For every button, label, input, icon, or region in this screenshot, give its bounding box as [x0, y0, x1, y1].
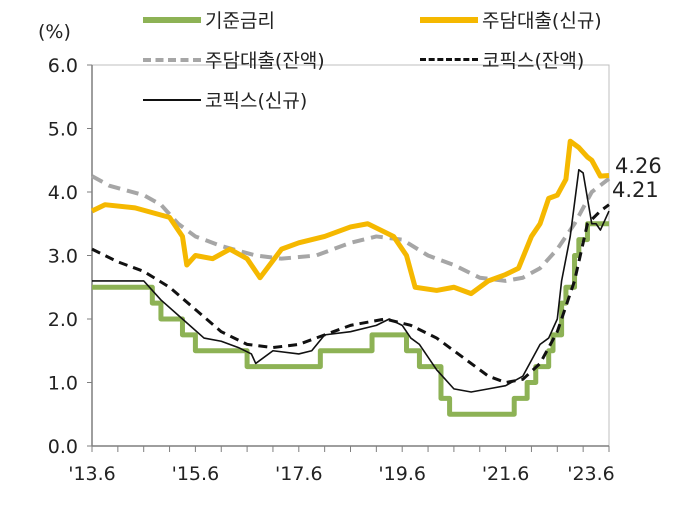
- y-tick-label: 2.0: [48, 309, 78, 331]
- legend-label: 코픽스(신규): [205, 90, 308, 112]
- series-line-0: [92, 221, 609, 417]
- legend-swatch: [143, 98, 201, 101]
- legend-swatch: [420, 58, 478, 61]
- legend-label: 코픽스(잔액): [482, 50, 585, 72]
- legend-label: 주담대출(잔액): [205, 50, 325, 72]
- x-tick-label: '21.6: [482, 463, 530, 485]
- x-tick-label: '19.6: [378, 463, 426, 485]
- legend-item-cofix-balance: 코픽스(잔액): [420, 46, 584, 73]
- x-tick-label: '23.6: [567, 463, 615, 485]
- y-tick-label: 1.0: [48, 373, 78, 395]
- x-tick-label: '13.6: [68, 463, 116, 485]
- legend-swatch: [420, 16, 478, 23]
- legend-label: 주담대출(신규): [482, 10, 602, 32]
- legend-item-cofix-new: 코픽스(신규): [143, 86, 307, 113]
- legend-swatch: [143, 57, 201, 62]
- series-line-4: [92, 168, 610, 393]
- series-line-1: [90, 138, 610, 297]
- unit-label: (%): [38, 21, 71, 43]
- y-tick-label: 4.0: [48, 182, 78, 204]
- legend-label: 기준금리: [205, 10, 275, 32]
- annotation-mortgage-new: 4.26: [615, 154, 662, 178]
- legend-item-base-rate: 기준금리: [143, 6, 275, 33]
- series-line-3: [91, 203, 610, 384]
- y-tick-label: 6.0: [48, 55, 78, 77]
- plot-border: [91, 64, 610, 447]
- y-tick-label: 3.0: [48, 246, 78, 268]
- annotation-mortgage-balance: 4.21: [612, 178, 659, 202]
- x-tick-label: '17.6: [275, 463, 323, 485]
- y-tick-label: 5.0: [48, 119, 78, 141]
- series-line-2: [91, 174, 611, 283]
- legend-item-mortgage-new: 주담대출(신규): [420, 6, 602, 33]
- legend-item-mortgage-balance: 주담대출(잔액): [143, 46, 325, 73]
- y-tick-label: 0.0: [48, 436, 78, 458]
- x-tick-label: '15.6: [172, 463, 220, 485]
- legend-swatch: [143, 16, 201, 23]
